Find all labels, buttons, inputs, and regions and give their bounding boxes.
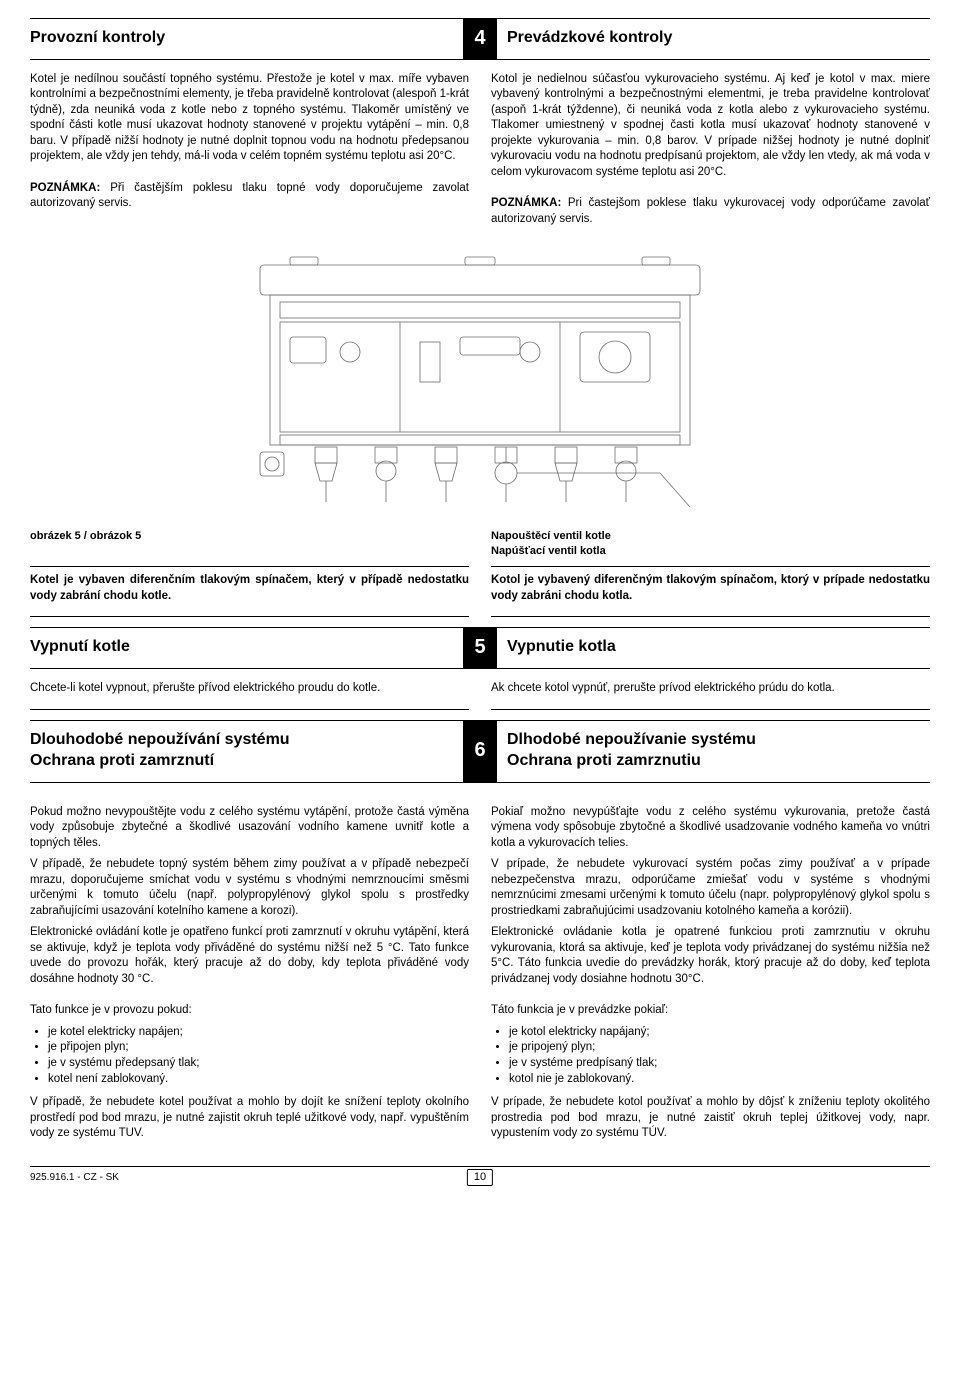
section-5-number: 5 — [463, 627, 497, 668]
sec6-right-list: je kotol elektricky napájaný; je pripoje… — [491, 1025, 930, 1087]
sec6-left-p3: Elektronické ovládání kotle je opatřeno … — [30, 925, 469, 987]
sec6-right-p1: Pokiaľ možno nevypúšťajte vodu z celého … — [491, 805, 930, 852]
sec6-left-p1: Pokud možno nevypouštějte vodu z celého … — [30, 805, 469, 852]
section-6-number: 6 — [463, 720, 497, 782]
section-5-header: Vypnutí kotle 5 Vypnutie kotla — [30, 627, 930, 669]
sec4-right-note: POZNÁMKA: Pri častejšom poklese tlaku vy… — [491, 196, 930, 227]
figure-caption-left: obrázek 5 / obrázok 5 — [30, 529, 469, 559]
note-label: POZNÁMKA: — [30, 182, 100, 194]
list-item: kotol nie je zablokovaný. — [509, 1072, 930, 1088]
fill-valve-label-cz: Napouštěcí ventil kotle — [491, 530, 611, 542]
sec6-left-title-l1: Dlouhodobé nepoužívání systému — [30, 731, 290, 748]
section-4-header: Provozní kontroly 4 Prevádzkové kontroly — [30, 18, 930, 60]
section-4-title-right: Prevádzkové kontroly — [497, 18, 930, 59]
sec6-left-list: je kotel elektricky napájen; je připojen… — [30, 1025, 469, 1087]
sec5-right: Ak chcete kotol vypnúť, prerušte prívod … — [491, 681, 930, 697]
list-item: je v systéme predpísaný tlak; — [509, 1056, 930, 1072]
list-item: kotel není zablokovaný. — [48, 1072, 469, 1088]
sec5-left: Chcete-li kotel vypnout, přerušte přívod… — [30, 681, 469, 697]
sec4-left-note: POZNÁMKA: Při častějším poklesu tlaku to… — [30, 181, 469, 212]
section-5-title-left: Vypnutí kotle — [30, 627, 463, 668]
section-6-body: Pokud možno nevypouštějte vodu z celého … — [30, 805, 930, 1148]
section-6-header: Dlouhodobé nepoužívání systému Ochrana p… — [30, 720, 930, 783]
list-item: je připojen plyn; — [48, 1040, 469, 1056]
figure-below-text: Kotel je vybaven diferenčním tlakovým sp… — [30, 566, 930, 617]
footer-code: 925.916.1 - CZ - SK — [30, 1171, 119, 1185]
page-number: 10 — [467, 1169, 493, 1186]
boiler-diagram — [30, 247, 930, 523]
sec4-right-para: Kotol je nedielnou súčasťou vykurovacieh… — [491, 72, 930, 181]
sec6-right-p4: V prípade, že nebudete kotol používať a … — [491, 1095, 930, 1142]
note-label: POZNÁMKA: — [491, 197, 561, 209]
section-4-body: Kotel je nedílnou součástí topného systé… — [30, 72, 930, 234]
page-footer: 925.916.1 - CZ - SK 10 — [30, 1166, 930, 1185]
section-4-number: 4 — [463, 18, 497, 59]
boiler-svg — [220, 247, 740, 517]
sec6-right-title-l1: Dlhodobé nepoužívanie systému — [507, 731, 756, 748]
section-6-title-right: Dlhodobé nepoužívanie systému Ochrana pr… — [497, 720, 930, 782]
sec6-right-listhead: Táto funkcia je v prevádzke pokiaľ: — [491, 1003, 930, 1019]
figure-caption-row: obrázek 5 / obrázok 5 Napouštěcí ventil … — [30, 529, 930, 559]
sec6-left-p4: V případě, že nebudete kotel používat a … — [30, 1095, 469, 1142]
list-item: je v systému předepsaný tlak; — [48, 1056, 469, 1072]
sec6-right-p3: Elektronické ovládanie kotla je opatrené… — [491, 925, 930, 987]
below-fig-left: Kotel je vybaven diferenčním tlakovým sp… — [30, 573, 469, 604]
section-4-title-left: Provozní kontroly — [30, 18, 463, 59]
below-fig-right: Kotol je vybavený diferenčným tlakovým s… — [491, 573, 930, 604]
sec6-right-p2: V prípade, že nebudete vykurovací systém… — [491, 857, 930, 919]
section-6-title-left: Dlouhodobé nepoužívání systému Ochrana p… — [30, 720, 463, 782]
list-item: je kotel elektricky napájen; — [48, 1025, 469, 1041]
list-item: je pripojený plyn; — [509, 1040, 930, 1056]
sec6-left-p2: V případě, že nebudete topný systém běhe… — [30, 857, 469, 919]
sec4-left-para: Kotel je nedílnou součástí topného systé… — [30, 72, 469, 165]
section-5-title-right: Vypnutie kotla — [497, 627, 930, 668]
list-item: je kotol elektricky napájaný; — [509, 1025, 930, 1041]
fill-valve-label-sk: Napúšťací ventil kotla — [491, 545, 606, 557]
sec6-left-title-l2: Ochrana proti zamrznutí — [30, 752, 214, 769]
figure-caption-right: Napouštěcí ventil kotle Napúšťací ventil… — [491, 529, 930, 559]
sec6-right-title-l2: Ochrana proti zamrznutiu — [507, 752, 701, 769]
section-5-body: Chcete-li kotel vypnout, přerušte přívod… — [30, 681, 930, 710]
sec6-left-listhead: Tato funkce je v provozu pokud: — [30, 1003, 469, 1019]
